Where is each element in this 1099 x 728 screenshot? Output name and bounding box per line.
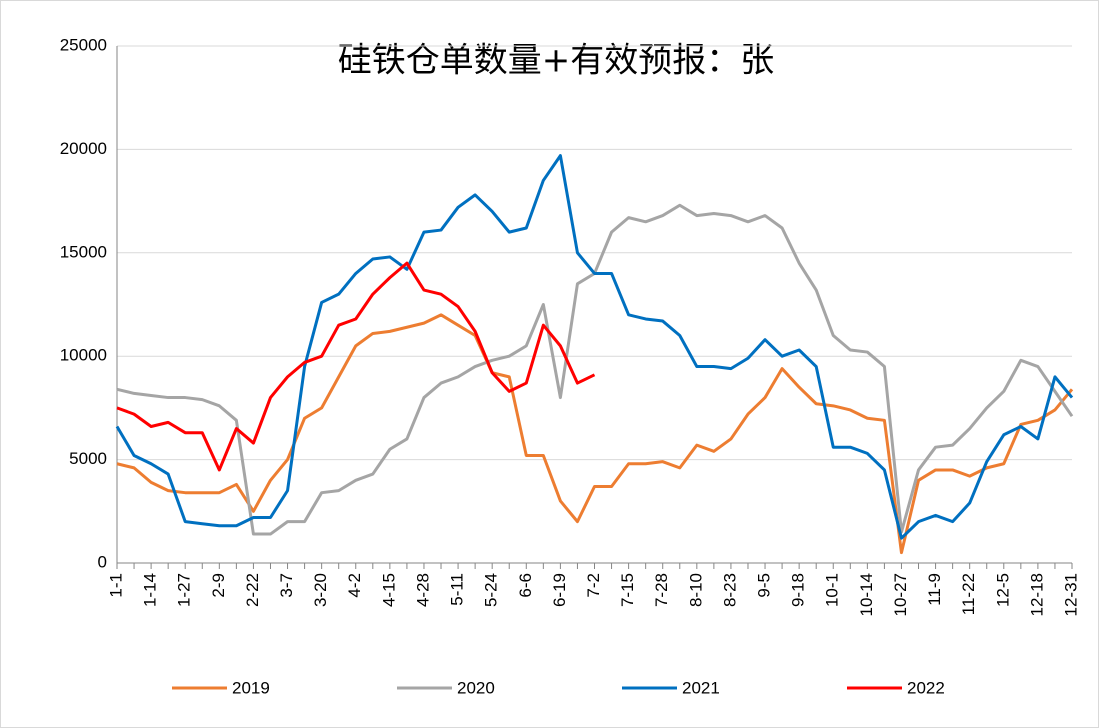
legend-label: 2022 [907,678,945,697]
x-tick-label: 10-27 [891,573,910,616]
y-tick-label: 0 [98,552,107,571]
x-tick-label: 4-15 [379,573,398,607]
y-tick-label: 20000 [60,139,107,158]
y-tick-label: 15000 [60,242,107,261]
x-tick-label: 7-28 [652,573,671,607]
x-tick-label: 9-5 [755,573,774,598]
x-tick-label: 5-11 [448,573,467,606]
x-tick-label: 8-10 [686,573,705,607]
x-tick-label: 3-7 [277,573,296,598]
x-tick-label: 10-14 [857,573,876,616]
x-tick-label: 7-15 [618,573,637,607]
x-tick-label: 4-2 [345,573,364,598]
series-line [115,154,1074,540]
x-tick-label: 11-9 [925,573,944,606]
x-tick-label: 6-19 [550,573,569,607]
x-tick-label: 3-20 [311,573,330,607]
x-tick-label: 4-28 [413,573,432,607]
legend-label: 2019 [232,678,270,697]
x-tick-label: 9-18 [789,573,808,607]
y-tick-label: 25000 [60,35,107,54]
y-tick-label: 5000 [69,449,107,468]
series-line [116,313,1074,555]
x-tick-label: 1-1 [106,573,125,598]
chart-title: 硅铁仓单数量+有效预报：张 [338,41,775,81]
x-tick-label: 12-31 [1061,573,1080,616]
legend-label: 2021 [682,678,720,697]
x-tick-label: 7-2 [584,573,603,598]
x-tick-label: 12-18 [1027,573,1046,616]
y-tick-label: 10000 [60,346,107,365]
x-tick-label: 1-27 [175,573,194,607]
series-line [116,261,596,472]
x-tick-label: 1-14 [141,573,160,607]
x-tick-label: 2-9 [209,573,228,598]
x-tick-label: 6-6 [516,573,535,598]
x-tick-label: 5-24 [482,573,501,607]
legend-label: 2020 [457,678,495,697]
x-tick-label: 2-22 [243,573,262,607]
x-tick-label: 12-5 [993,573,1012,607]
x-tick-label: 8-23 [720,573,739,607]
x-tick-label: 10-1 [823,573,842,607]
x-tick-label: 11-22 [959,573,978,615]
